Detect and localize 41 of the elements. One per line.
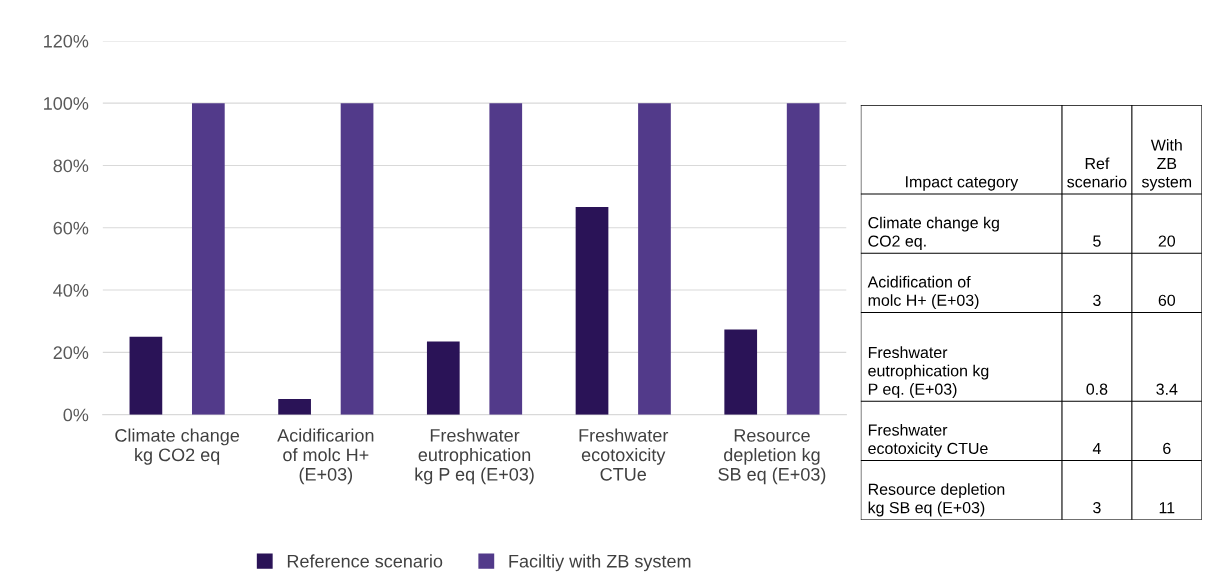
bar xyxy=(724,329,758,415)
bar xyxy=(191,103,225,415)
data-label: 3 xyxy=(1093,501,1101,514)
data-label: 60 xyxy=(1158,294,1176,306)
data-label: 3 xyxy=(1093,294,1101,306)
data-label: 6 xyxy=(1163,442,1171,455)
x-tick-label: Freshwater eutrophication kg P eq (E+03) xyxy=(415,428,534,485)
legend-label: Faciltiy with ZB system xyxy=(509,554,691,572)
data-label: 5 xyxy=(1093,235,1101,247)
y-tick-label: 100% xyxy=(44,97,89,110)
text: Ref scenario xyxy=(1067,157,1127,188)
data-label: 3.4 xyxy=(1156,383,1178,395)
bar xyxy=(786,103,820,415)
bar xyxy=(129,336,163,415)
bar xyxy=(638,103,671,415)
y-tick-label: 20% xyxy=(53,346,89,360)
bar xyxy=(340,103,374,415)
y-tick-label: 60% xyxy=(53,221,89,235)
bar xyxy=(575,206,609,415)
y-tick-label: 40% xyxy=(53,283,89,297)
y-tick-label: 0% xyxy=(63,408,89,422)
y-tick-label: 120% xyxy=(44,34,89,48)
x-tick-label: Resource depletion kg SB eq (E+03) xyxy=(718,429,826,485)
bar xyxy=(426,341,460,415)
bar xyxy=(489,103,523,415)
data-label: 20 xyxy=(1158,235,1176,247)
category-label: Resource depletion kg SB eq (E+03) xyxy=(868,483,1005,517)
x-tick-label: Freshwater ecotoxicity CTUe xyxy=(579,428,669,481)
text: Impact category xyxy=(906,176,1019,191)
data-label: 0.8 xyxy=(1086,383,1108,395)
y-tick-label: 80% xyxy=(53,159,89,173)
x-tick-label: Acidificarion of molc H+ (E+03) xyxy=(277,428,374,485)
text: With ZB system xyxy=(1141,139,1192,191)
legend-label: Reference scenario xyxy=(287,554,443,568)
data-label: 4 xyxy=(1092,442,1101,454)
category-label: Freshwater eutrophication kg P eq. (E+03) xyxy=(868,346,989,398)
x-tick-label: Climate change kg CO2 eq xyxy=(115,428,240,465)
category-label: Acidification of molc H+ (E+03) xyxy=(867,275,979,310)
category-label: Climate change kg CO2 eq. xyxy=(868,216,999,250)
bar xyxy=(278,399,311,415)
data-label: 11 xyxy=(1159,502,1175,514)
